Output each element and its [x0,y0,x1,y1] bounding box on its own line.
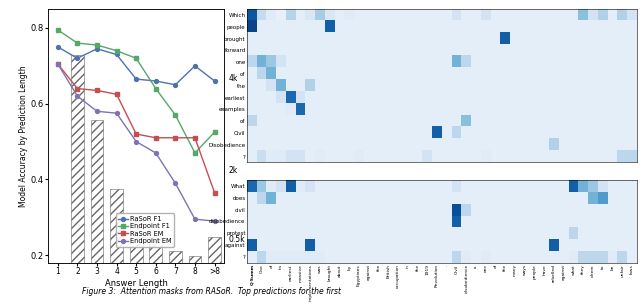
Endpoint F1 [54,28,61,32]
RaSoR EM [93,89,101,92]
RaSoR EM [172,136,179,140]
Bar [91,120,103,263]
Line: RaSoR EM: RaSoR EM [56,62,216,194]
Text: 2k: 2k [228,166,237,175]
Endpoint EM [211,219,218,223]
Endpoint F1 [191,151,199,155]
RaSoR F1 [93,47,101,51]
Endpoint EM [93,110,101,113]
RaSoR EM [211,191,218,194]
Bar [71,55,84,263]
Endpoint F1 [172,113,179,117]
Line: RaSoR F1: RaSoR F1 [56,45,216,87]
Endpoint F1 [93,43,101,47]
RaSoR F1 [113,53,120,56]
RaSoR F1 [191,64,199,68]
Endpoint EM [54,62,61,66]
Bar [169,251,182,263]
Text: Figure 3:  Attention masks from RASoR.  Top predictions for the first: Figure 3: Attention masks from RASoR. To… [82,287,340,296]
RaSoR EM [132,132,140,136]
Bar [208,237,221,263]
RaSoR F1 [132,77,140,81]
Endpoint EM [132,140,140,143]
X-axis label: Answer Length: Answer Length [105,279,168,288]
Line: Endpoint F1: Endpoint F1 [56,28,216,155]
RaSoR F1 [172,83,179,87]
RaSoR F1 [74,56,81,60]
RaSoR EM [113,92,120,96]
Bar [189,256,202,263]
Endpoint EM [113,111,120,115]
RaSoR EM [191,136,199,140]
Endpoint F1 [152,87,159,90]
Text: 4k: 4k [228,74,237,83]
Bar [110,189,123,263]
Endpoint EM [74,94,81,98]
Y-axis label: Model Accuracy by Prediction Length: Model Accuracy by Prediction Length [19,65,28,207]
RaSoR EM [54,62,61,66]
Endpoint EM [191,217,199,221]
Bar [149,237,162,263]
Endpoint F1 [211,130,218,134]
RaSoR F1 [152,79,159,83]
Legend: RaSoR F1, Endpoint F1, RaSoR EM, Endpoint EM: RaSoR F1, Endpoint F1, RaSoR EM, Endpoin… [115,214,175,247]
Endpoint F1 [74,41,81,45]
Endpoint F1 [132,56,140,60]
Endpoint F1 [113,49,120,53]
RaSoR EM [152,136,159,140]
RaSoR F1 [211,79,218,83]
Line: Endpoint EM: Endpoint EM [56,62,216,223]
RaSoR F1 [54,45,61,49]
RaSoR EM [74,87,81,90]
Endpoint EM [152,151,159,155]
Endpoint EM [172,182,179,185]
Text: 0.5k: 0.5k [228,235,245,244]
Bar [130,221,143,263]
